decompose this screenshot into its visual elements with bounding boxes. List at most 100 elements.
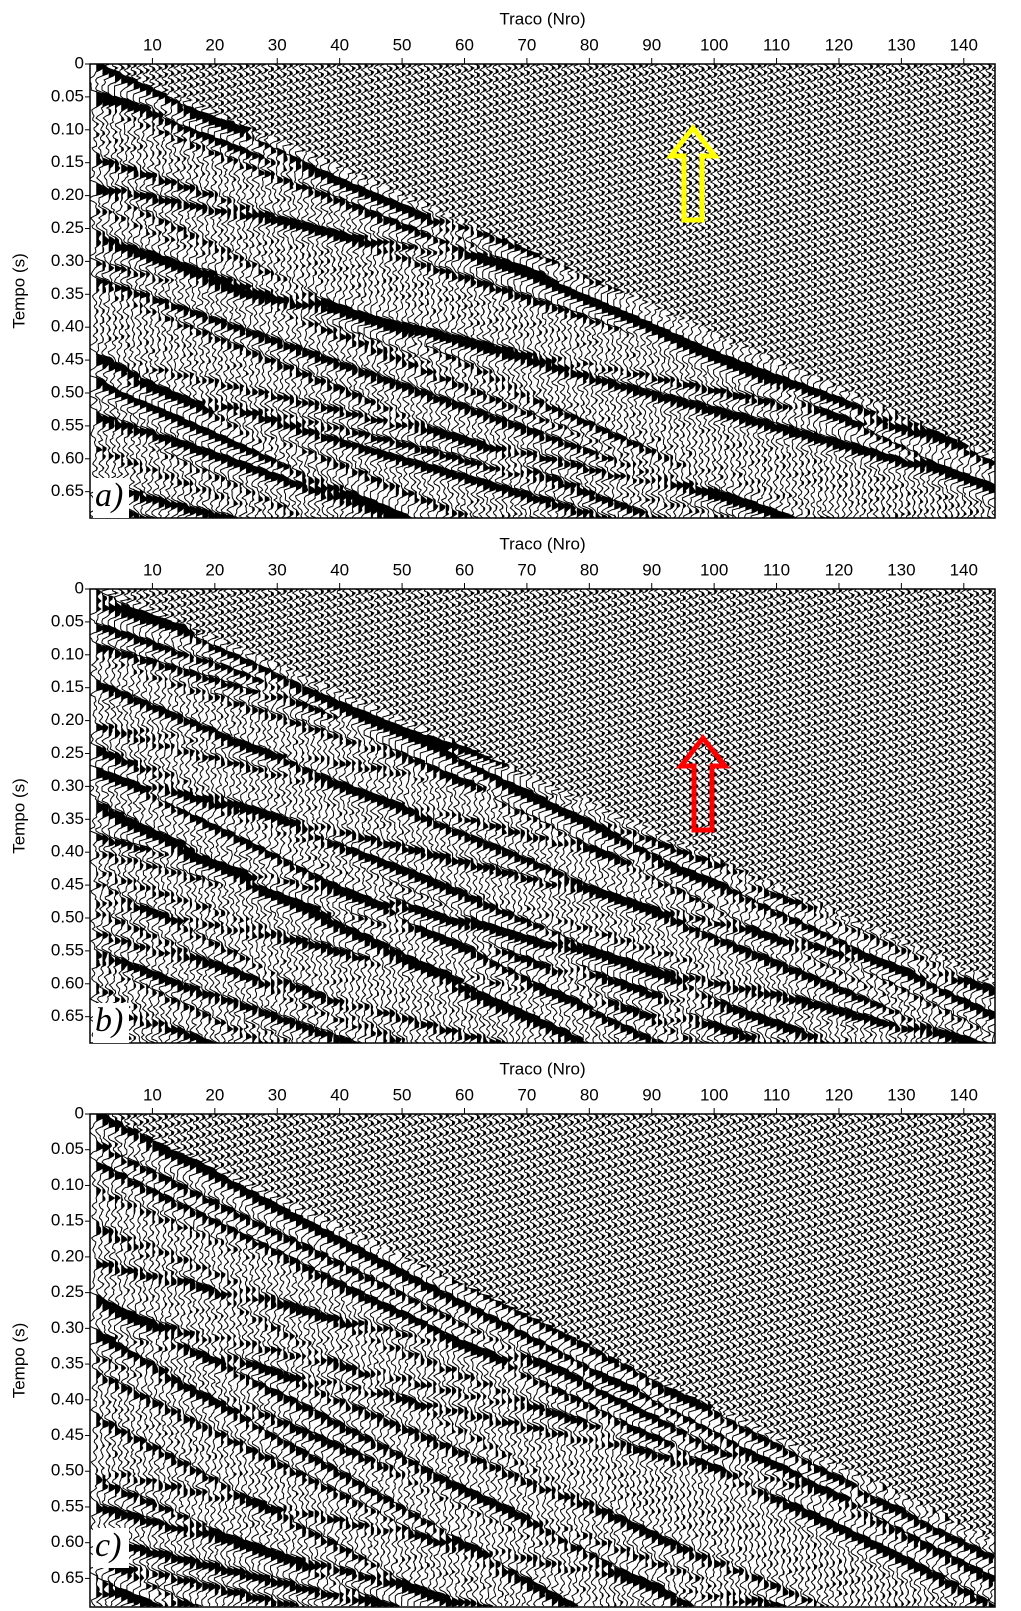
trace-fill	[246, 64, 253, 518]
trace-wiggle	[769, 589, 784, 1043]
trace-fill	[951, 589, 959, 1043]
x-tick-label: 10	[143, 35, 162, 54]
trace-fill	[389, 589, 397, 1043]
trace-fill	[452, 589, 459, 1043]
trace-fill	[183, 1114, 191, 1607]
y-tick-label: 0.25	[51, 1282, 84, 1301]
trace-wiggle	[369, 64, 385, 518]
trace-wiggle	[750, 64, 766, 518]
trace-wiggle	[806, 1114, 822, 1607]
trace-wiggle	[944, 589, 959, 1043]
x-tick-label: 10	[143, 1085, 162, 1104]
trace-wiggle	[157, 1114, 173, 1607]
trace-fill	[271, 589, 278, 1043]
trace-wiggle	[475, 589, 491, 1043]
seismic-panel: Traco (Nro) 10 20 30 40 50 60 70 80 90 100 110 120 13…	[9, 1059, 996, 1608]
y-tick-label: 0.50	[51, 1461, 84, 1480]
trace-wiggle	[812, 589, 828, 1043]
trace-wiggle	[650, 64, 666, 518]
trace-fill	[639, 64, 646, 518]
trace-fill	[358, 64, 366, 518]
trace-wiggle	[157, 64, 173, 518]
trace-wiggle	[150, 1114, 166, 1607]
trace-wiggle	[276, 1114, 291, 1607]
trace-wiggle	[525, 589, 541, 1043]
trace-wiggle	[350, 1114, 367, 1607]
trace-wiggle	[582, 64, 597, 518]
trace-wiggle	[90, 589, 104, 1043]
trace-wiggle	[232, 64, 248, 518]
x-axis-label: Traco (Nro)	[499, 9, 585, 28]
trace-fill	[913, 1114, 921, 1607]
trace-wiggle	[694, 589, 710, 1043]
trace-fill	[620, 1114, 628, 1607]
trace-wiggle	[276, 64, 291, 518]
trace-wiggle	[706, 589, 722, 1043]
x-tick-label: 140	[950, 1085, 978, 1104]
trace-fill	[976, 64, 983, 518]
trace-wiggle	[376, 1114, 391, 1606]
trace-wiggle	[538, 1114, 553, 1607]
trace-wiggle	[400, 64, 416, 518]
trace-fill	[701, 64, 709, 518]
trace-fill	[639, 1114, 646, 1607]
trace-wiggle	[675, 589, 691, 1043]
trace-wiggle	[644, 1114, 660, 1607]
trace-wiggle	[500, 1114, 516, 1607]
trace-wiggle	[220, 1114, 235, 1607]
trace-wiggle	[301, 1114, 316, 1607]
trace-wiggle	[269, 64, 285, 518]
trace-fill	[501, 1114, 509, 1607]
trace-fill	[383, 1114, 391, 1607]
trace-fill	[277, 589, 284, 1043]
y-tick-label: 0.60	[51, 1532, 84, 1551]
x-tick-label: 20	[205, 560, 224, 579]
trace-wiggle	[469, 1114, 485, 1607]
trace-wiggle	[662, 64, 678, 518]
trace-wiggle	[257, 1114, 273, 1607]
trace-wiggle	[700, 1114, 716, 1607]
trace-wiggle	[113, 64, 129, 518]
trace-fill	[570, 589, 578, 1043]
trace-fill	[820, 64, 827, 518]
trace-wiggle	[557, 1114, 572, 1606]
trace-wiggle	[775, 589, 791, 1043]
trace-fill	[333, 64, 341, 518]
trace-fill	[820, 1114, 827, 1607]
trace-wiggle	[319, 589, 335, 1043]
trace-wiggle	[250, 64, 266, 518]
trace-fill	[545, 589, 553, 1043]
trace-wiggle	[775, 64, 790, 518]
trace-wiggle	[594, 64, 610, 518]
trace-wiggle	[887, 64, 903, 518]
trace-fill	[745, 1114, 753, 1607]
x-tick-label: 50	[393, 35, 412, 54]
trace-wiggle	[332, 589, 347, 1043]
x-tick-label: 40	[330, 560, 349, 579]
trace-wiggle	[662, 1114, 679, 1607]
trace-fill	[764, 589, 771, 1043]
trace-fill	[776, 64, 784, 518]
trace-fill	[988, 589, 995, 1043]
x-tick-label: 90	[642, 560, 661, 579]
trace-fill	[888, 1114, 896, 1607]
trace-fill	[358, 589, 366, 1043]
trace-fill	[295, 1114, 303, 1607]
y-tick-label: 0.65	[51, 481, 84, 500]
trace-fill	[233, 589, 241, 1043]
trace-wiggle	[294, 589, 310, 1043]
trace-wiggle	[594, 589, 609, 1043]
trace-wiggle	[338, 1114, 354, 1607]
trace-fill	[664, 64, 671, 518]
trace-fill	[495, 64, 503, 518]
trace-wiggle	[550, 1114, 566, 1607]
plot-frame	[89, 588, 996, 1044]
trace-fill	[558, 64, 565, 518]
trace-wiggle	[151, 589, 166, 1043]
trace-wiggle	[538, 589, 553, 1043]
trace-wiggle	[188, 589, 204, 1043]
trace-wiggle	[831, 1114, 847, 1607]
trace-fill	[995, 589, 1002, 1043]
trace-wiggle	[95, 1114, 110, 1607]
trace-wiggle	[681, 1114, 697, 1607]
